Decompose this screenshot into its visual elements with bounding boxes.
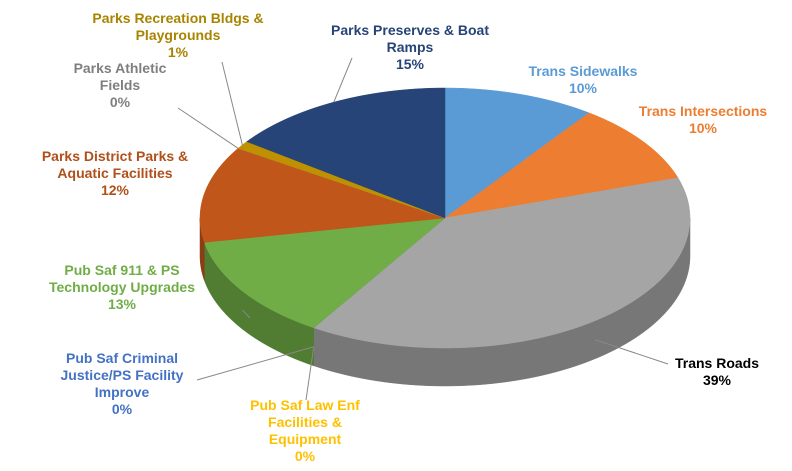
value-label: 0% [294, 448, 316, 464]
value-label: 39% [702, 372, 732, 388]
leader-line [196, 346, 314, 381]
slice-top [199, 148, 446, 243]
slice-label: Parks Recreation Bldgs & Playgrounds 1% [83, 10, 273, 61]
slice-label: Pub Saf Criminal Justice/PS Facility Imp… [47, 350, 197, 418]
category-label: Parks Preserves & Boat Ramps [331, 22, 489, 55]
slice-top [444, 112, 679, 219]
category-label: Pub Saf Law Enf Facilities & Equipment [250, 397, 360, 447]
slice-label: Parks Preserves & Boat Ramps 15% [330, 22, 490, 73]
leader-line [221, 61, 243, 146]
leader-line [242, 309, 251, 319]
value-label: 0% [111, 401, 133, 417]
slice-top [313, 177, 691, 349]
slice [199, 148, 446, 281]
value-label: 10% [568, 80, 598, 96]
category-label: Trans Sidewalks [528, 63, 638, 79]
slice-label: Parks District Parks & Aquatic Facilitie… [20, 148, 210, 199]
slice-label: Pub Saf Law Enf Facilities & Equipment 0% [240, 397, 370, 465]
slice-label: Trans Sidewalks 10% [503, 63, 663, 97]
slice-label: Trans Intersections 10% [613, 103, 792, 137]
value-label: 13% [107, 296, 137, 312]
slice [444, 87, 590, 219]
leader-line [305, 346, 315, 401]
category-label: Parks Recreation Bldgs & Playgrounds [92, 10, 264, 43]
value-label: 10% [688, 120, 718, 136]
slice-label: Trans Roads 39% [657, 355, 777, 389]
value-label: 12% [100, 182, 130, 198]
slice-top [444, 87, 590, 219]
category-label: Trans Intersections [638, 103, 768, 119]
slice [444, 112, 679, 219]
slice-label: Pub Saf 911 & PS Technology Upgrades 13% [32, 262, 212, 313]
leader-line [333, 57, 353, 103]
leader-line [177, 107, 239, 149]
category-label: Parks Athletic Fields [73, 60, 167, 93]
category-label: Parks District Parks & Aquatic Facilitie… [41, 148, 189, 181]
category-label: Trans Roads [674, 355, 760, 371]
category-label: Pub Saf 911 & PS Technology Upgrades [49, 262, 195, 295]
leader-line [595, 339, 669, 365]
category-label: Pub Saf Criminal Justice/PS Facility Imp… [60, 350, 184, 400]
value-label: 1% [167, 44, 189, 60]
value-label: 15% [395, 56, 425, 72]
slice-label: Parks Athletic Fields 0% [65, 60, 175, 111]
slice-top [203, 217, 446, 329]
value-label: 0% [109, 94, 131, 110]
